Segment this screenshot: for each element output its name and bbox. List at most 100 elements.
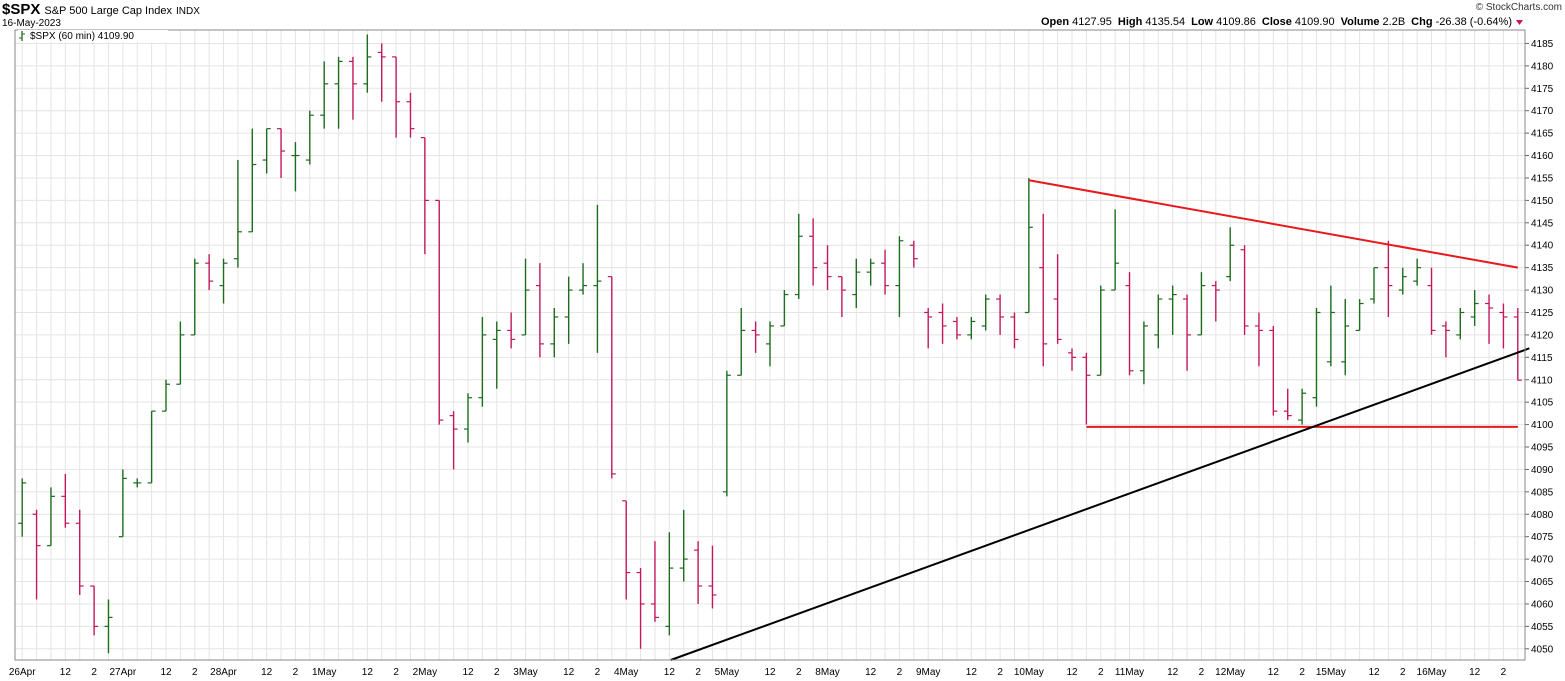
ohlc-bar [406,92,415,138]
ohlc-bar [737,308,746,376]
readout-value: 4109.86 [1216,16,1256,28]
ohlc-bar [665,532,674,636]
ohlc-bar [909,240,918,268]
ohlc-bar [521,258,530,336]
ohlc-bar [1341,299,1350,376]
ohlc-bar [449,411,458,470]
x-tick-label: 2 [796,667,802,678]
ohlc-bar [722,370,731,497]
x-tick-label: 5May [715,667,739,678]
ohlc-bar [478,316,487,407]
ohlc-bar [392,56,401,138]
ohlc-bar [881,249,890,295]
x-tick-label: 26Apr [9,667,36,678]
chart-date: 16-May-2023 [2,18,61,29]
ohlc-bar [46,487,55,547]
ohlc-bar [334,56,343,129]
x-tick-label: 2 [595,667,601,678]
ohlc-bar [1039,213,1048,367]
ohlc-bar [507,312,516,349]
x-tick-label: 12 [966,667,978,678]
x-tick-label: 4May [614,667,638,678]
ohlc-bar [1197,272,1206,336]
x-tick-label: 12 [261,667,273,678]
legend-box [18,30,168,42]
plot-area: 26Apr 12 2 27Apr 12 2 28Apr 12 2 1May 12 2 2May 12 2 3M… [9,30,1554,678]
ohlc-bar [118,469,127,538]
ohlc-bar [190,258,199,336]
readout-value: 2.2B [1383,16,1406,28]
ohlc-bar [1269,325,1278,416]
ohlc-bar [751,321,760,353]
ohlc-bar [75,509,84,595]
ohlc-bar [996,294,1005,335]
ohlc-bar [61,473,70,528]
ohlc-bar [1068,348,1076,371]
x-tick-label: 2 [91,667,97,678]
ohlc-bar [1298,388,1307,425]
source: © StockCharts.com [1476,2,1562,13]
ohlc-bar [305,110,314,165]
ohlc-bar [147,410,156,484]
x-tick-label: 12 [462,667,474,678]
ohlc-bar [1456,308,1465,340]
y-tick-label: 4120 [1531,330,1554,341]
ohlc-bar [564,276,573,344]
ohlc-bar [1226,227,1235,282]
x-tick-label: 2May [413,667,437,678]
readout-label: Volume [1341,16,1380,28]
ohlc-bar [1154,294,1163,349]
ohlc-bar [1441,321,1450,358]
ohlc-bar [233,160,242,268]
ohlc-bar [679,509,688,582]
x-tick-label: 12 [1167,667,1179,678]
y-tick-label: 4140 [1531,241,1554,252]
ohlc-bar [622,500,631,600]
x-tick-label: 12 [1268,667,1280,678]
ohlc-bar [90,585,99,636]
x-tick-label: 12 [664,667,676,678]
x-tick-label: 3May [513,667,537,678]
x-tick-label: 28Apr [210,667,237,678]
ohlc-bar [952,316,961,340]
ohlc-bar [492,321,501,389]
ohlc-bar [277,128,286,178]
y-tick-label: 4180 [1531,61,1554,72]
y-tick-label: 4130 [1531,286,1554,297]
ohlc-bar [1513,308,1522,381]
ohlc-bar [535,263,544,358]
y-tick-label: 4125 [1531,308,1554,319]
x-tick-label: 12May [1215,667,1245,678]
chart-header: $SPX S&P 500 Large Cap Index INDX [2,1,200,18]
readout-value: -26.38 (-0.64%) [1436,16,1512,28]
ohlc-bar [1427,267,1436,335]
ohlc-bar [708,545,717,609]
x-tick-label: 2 [1299,667,1305,678]
x-tick-label: 2 [897,667,903,678]
readout-label: Low [1191,16,1213,28]
readout-value: 4127.95 [1072,16,1112,28]
ohlc-bar [636,568,645,649]
x-tick-label: 9May [916,667,940,678]
x-tick-label: 2 [695,667,701,678]
x-tick-label: 2 [1501,667,1507,678]
down-arrow [1516,20,1523,25]
y-tick-label: 4085 [1531,487,1554,498]
y-tick-label: 4080 [1531,510,1554,521]
ohlc-bar [650,541,659,622]
x-tick-label: 10May [1014,667,1044,678]
x-tick-label: 12 [160,667,172,678]
x-tick-label: 12 [362,667,374,678]
y-tick-label: 4135 [1531,263,1554,274]
y-tick-label: 4065 [1531,577,1554,588]
ohlc-bar [823,245,832,291]
ohlc-bar [1024,177,1033,314]
ohlc-bar [938,303,947,344]
ohlc-bar [464,393,472,443]
ohlc-bar [320,61,329,129]
plot-frame [14,29,1526,661]
readout-label: Close [1262,16,1292,28]
ohlc-bar [1211,281,1220,322]
ohlc-bar [1470,290,1479,326]
